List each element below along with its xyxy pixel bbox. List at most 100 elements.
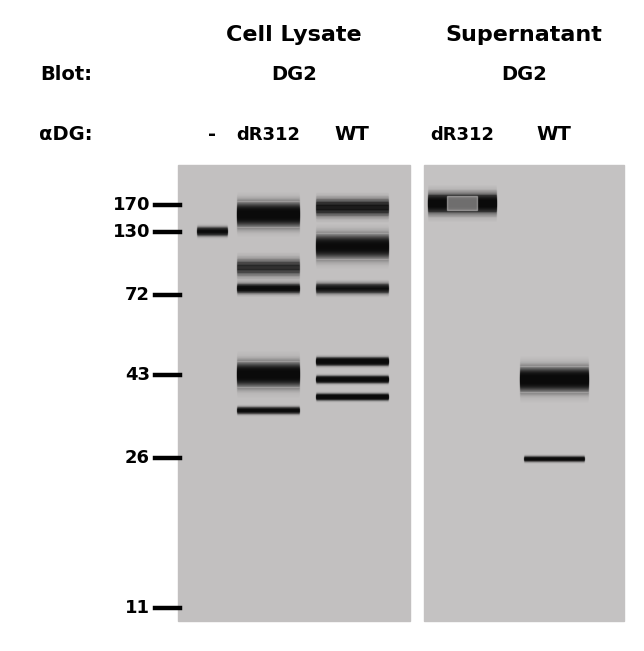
Bar xyxy=(316,248,388,249)
Bar xyxy=(428,197,496,198)
Bar xyxy=(237,369,299,370)
Bar xyxy=(316,266,388,267)
Bar xyxy=(237,359,299,361)
Bar xyxy=(316,236,388,237)
Bar xyxy=(237,357,299,359)
Bar xyxy=(316,219,388,220)
Bar xyxy=(428,220,496,221)
Bar xyxy=(520,399,588,400)
Bar xyxy=(520,357,588,358)
Bar xyxy=(237,276,299,277)
Bar xyxy=(428,194,496,195)
Text: Supernatant: Supernatant xyxy=(446,25,602,45)
Bar xyxy=(237,232,299,234)
Bar xyxy=(316,213,388,214)
Bar xyxy=(316,200,388,201)
Bar xyxy=(316,215,388,216)
Bar xyxy=(237,229,299,230)
Bar xyxy=(316,195,388,197)
Bar xyxy=(237,210,299,211)
Bar xyxy=(316,251,388,252)
Bar xyxy=(237,223,299,225)
Bar xyxy=(316,220,388,221)
Bar xyxy=(316,249,388,250)
Bar xyxy=(237,393,299,394)
Text: Blot:: Blot: xyxy=(40,66,92,85)
Bar xyxy=(237,377,299,378)
Bar xyxy=(520,384,588,385)
Bar xyxy=(428,183,496,184)
Bar xyxy=(237,284,299,285)
Bar xyxy=(316,270,388,271)
Bar xyxy=(428,195,496,197)
Bar xyxy=(316,225,388,226)
Bar xyxy=(237,396,299,397)
Bar xyxy=(237,387,299,389)
Bar xyxy=(237,270,299,271)
Bar xyxy=(237,395,299,396)
Bar xyxy=(237,392,299,393)
Bar xyxy=(316,227,388,229)
Text: 170: 170 xyxy=(113,196,150,214)
Bar xyxy=(237,235,299,236)
Bar xyxy=(316,218,388,219)
Bar xyxy=(237,251,299,252)
Bar xyxy=(316,198,388,199)
Text: WT: WT xyxy=(536,126,571,145)
Text: αDG:: αDG: xyxy=(39,126,92,145)
Bar xyxy=(520,379,588,380)
Bar xyxy=(237,374,299,375)
Bar xyxy=(237,239,299,240)
Bar xyxy=(520,389,588,391)
Bar xyxy=(237,261,299,262)
Bar xyxy=(316,217,388,218)
Bar xyxy=(178,165,410,621)
Bar xyxy=(237,391,299,392)
Bar xyxy=(520,376,588,377)
Bar xyxy=(316,256,388,257)
Bar xyxy=(237,236,299,237)
Bar xyxy=(237,237,299,238)
Bar xyxy=(237,394,299,395)
Bar xyxy=(237,399,299,400)
Bar xyxy=(237,220,299,221)
Bar xyxy=(428,216,496,217)
Bar xyxy=(237,217,299,218)
Bar xyxy=(316,212,388,213)
Bar xyxy=(316,267,388,268)
Text: dR312: dR312 xyxy=(236,126,300,144)
Bar xyxy=(520,367,588,368)
Bar xyxy=(316,240,388,241)
Bar xyxy=(428,203,496,204)
Bar xyxy=(316,247,388,248)
Text: -: - xyxy=(208,126,216,145)
Bar xyxy=(428,189,496,190)
Bar xyxy=(520,381,588,382)
Bar xyxy=(237,255,299,256)
Bar xyxy=(237,204,299,206)
Bar xyxy=(237,271,299,272)
Bar xyxy=(316,245,388,246)
Bar xyxy=(237,238,299,239)
Bar xyxy=(237,382,299,383)
Bar xyxy=(520,354,588,355)
Bar xyxy=(237,213,299,214)
Bar xyxy=(316,224,388,225)
Bar xyxy=(520,382,588,383)
Bar xyxy=(316,257,388,258)
Bar xyxy=(237,254,299,255)
Bar xyxy=(316,197,388,198)
Bar xyxy=(520,398,588,399)
Bar xyxy=(316,223,388,224)
Bar xyxy=(237,389,299,391)
Bar xyxy=(237,206,299,207)
Bar xyxy=(237,349,299,350)
Bar xyxy=(316,208,388,209)
Bar xyxy=(237,281,299,282)
Bar xyxy=(428,218,496,219)
Bar xyxy=(237,190,299,191)
Bar xyxy=(316,214,388,215)
Bar xyxy=(237,192,299,193)
Bar xyxy=(237,212,299,213)
Bar xyxy=(428,202,496,203)
